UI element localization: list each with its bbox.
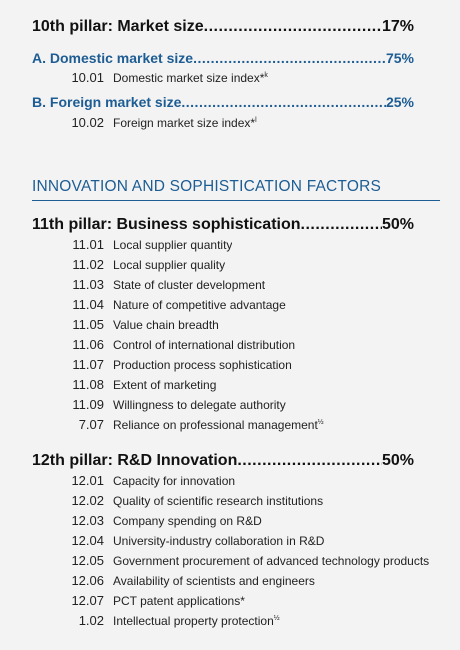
indicator-row: 10.02 Foreign market size index*l [0,115,257,130]
indicator-code: 10.01 [71,70,104,85]
indicator-code: 12.06 [71,573,104,588]
pillar-12-heading: 12th pillar: R&D Innovation 50% [32,452,414,470]
indicator-row: 11.04 Nature of competitive advantage [0,297,286,312]
indicator-row: 12.01 Capacity for innovation [0,473,235,488]
indicator-code: 11.06 [72,337,104,352]
indicator-name: University-industry collaboration in R&D [113,534,325,548]
indicator-row: 11.06 Control of international distributi… [0,337,295,352]
indicator-name: Foreign market size index*l [113,116,257,130]
indicator-code: 11.07 [72,357,104,372]
indicator-name: Extent of marketing [113,378,217,392]
indicator-code: 12.07 [71,593,104,608]
pillar-12-percent: 50% [381,452,414,469]
indicator-code: 7.07 [78,417,104,432]
indicator-row: 11.07 Production process sophistication [0,357,292,372]
pillar-10-title: 10th pillar: Market size [32,18,204,35]
indicator-code: 1.02 [78,613,104,628]
indicator-code: 12.05 [71,553,104,568]
indicator-name: State of cluster development [113,278,266,292]
pillar-12-title: 12th pillar: R&D Innovation [32,452,238,469]
indicator-code: 12.01 [71,473,104,488]
indicator-code: 11.05 [72,317,104,332]
indicator-row: 1.02 Intellectual property protection½ [0,613,280,628]
dot-leader [193,50,386,66]
subpillar-a-title: A. Domestic market size [32,50,194,66]
subpillar-b-title: B. Foreign market size [32,94,182,110]
indicator-name: Nature of competitive advantage [113,298,286,312]
subpillar-b-heading: B. Foreign market size 25% [32,94,414,110]
dot-leader [301,216,382,234]
indicator-name: Reliance on professional management½ [113,418,324,432]
section-divider [32,200,440,201]
indicator-name: Government procurement of advanced techn… [113,554,430,568]
indicator-name: Availability of scientists and engineers [113,574,315,588]
indicator-row: 11.05 Value chain breadth [0,317,219,332]
indicator-code: 12.02 [71,493,104,508]
indicator-row: 12.05 Government procurement of advanced … [0,553,429,568]
footnote-mark: k [264,72,268,79]
indicator-row: 12.06 Availability of scientists and engi… [0,573,315,588]
indicator-row: 12.03 Company spending on R&D [0,513,262,528]
indicator-code: 11.04 [72,297,104,312]
indicator-code: 12.03 [71,513,104,528]
subpillar-a-percent: 75% [385,50,414,66]
pillar-11-percent: 50% [381,216,414,233]
section-title: INNOVATION AND SOPHISTICATION FACTORS [32,178,382,195]
pillar-10-heading: 10th pillar: Market size 17% [32,18,414,36]
indicator-name: Production process sophistication [113,358,292,372]
indicator-row: 7.07 Reliance on professional management½ [0,417,324,432]
indicator-name: Domestic market size index*k [113,71,268,85]
subpillar-a-heading: A. Domestic market size 75% [32,50,414,66]
indicator-code: 11.01 [72,237,104,252]
indicator-name: Willingness to delegate authority [113,398,286,412]
indicator-code: 11.03 [72,277,104,292]
indicator-code: 12.04 [71,533,104,548]
indicator-row: 11.01 Local supplier quantity [0,237,232,252]
indicator-row: 12.04 University-industry collaboration i… [0,533,324,548]
dot-leader [181,94,386,110]
indicator-code: 11.02 [72,257,104,272]
indicator-row: 12.07 PCT patent applications* [0,593,245,608]
indicator-name: Local supplier quantity [113,238,233,252]
indicator-row: 11.02 Local supplier quality [0,257,225,272]
pillar-10-percent: 17% [381,18,414,35]
indicator-name: Company spending on R&D [113,514,262,528]
indicator-row: 12.02 Quality of scientific research inst… [0,493,323,508]
dot-leader [204,18,382,36]
indicator-name: Value chain breadth [113,318,219,332]
dot-leader [237,452,382,470]
indicator-name: PCT patent applications* [113,594,245,608]
pillar-11-heading: 11th pillar: Business sophistication 50% [32,216,414,234]
indicator-code: 11.08 [72,377,104,392]
indicator-name: Intellectual property protection½ [113,614,280,628]
indicator-name: Local supplier quality [113,258,226,272]
footnote-mark: l [255,117,257,124]
indicator-code: 11.09 [72,397,104,412]
footnote-mark: ½ [317,419,324,426]
pillar-11-title: 11th pillar: Business sophistication [32,216,301,233]
indicator-name: Control of international distribution [113,338,296,352]
indicator-code: 10.02 [71,115,104,130]
indicator-name: Quality of scientific research instituti… [113,494,324,508]
footnote-mark: ½ [273,615,280,622]
indicator-row: 11.09 Willingness to delegate authority [0,397,286,412]
indicator-row: 11.03 State of cluster development [0,277,265,292]
indicator-name: Capacity for innovation [113,474,236,488]
indicator-row: 11.08 Extent of marketing [0,377,216,392]
indicator-row: 10.01 Domestic market size index*k [0,70,268,85]
subpillar-b-percent: 25% [385,94,414,110]
